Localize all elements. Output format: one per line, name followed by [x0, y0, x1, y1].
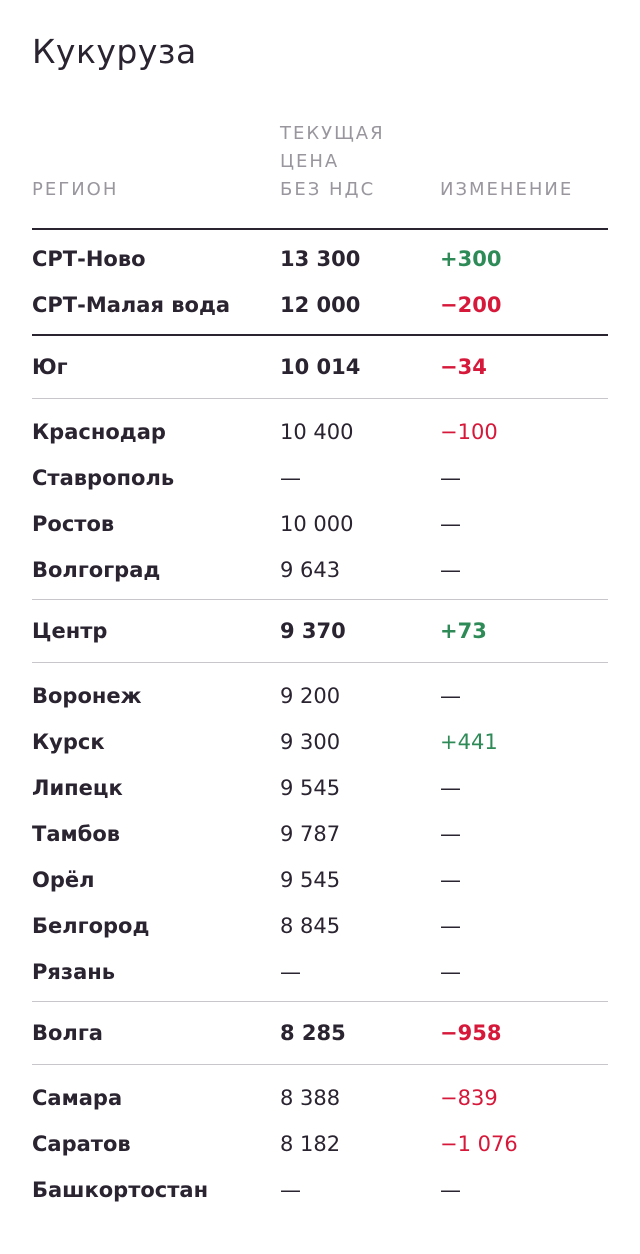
change-value: −100: [440, 420, 498, 444]
column-header-change: ИЗМЕНЕНИЕ: [440, 179, 574, 200]
region-name: Самара: [32, 1086, 123, 1110]
price-value: 12 000: [280, 293, 361, 317]
table-row: Тамбов 9 787 —: [32, 811, 608, 857]
change-value: —: [440, 960, 461, 984]
change-value: —: [440, 868, 461, 892]
change-value: —: [440, 776, 461, 800]
price-value: 13 300: [280, 247, 361, 271]
table-row: Ростов 10 000 —: [32, 501, 608, 547]
row-divider: [32, 334, 608, 336]
price-value: —: [280, 960, 301, 984]
change-value: −200: [440, 293, 502, 317]
region-name: Волгоград: [32, 558, 161, 582]
table-row: Ставрополь — —: [32, 455, 608, 501]
price-value: 8 388: [280, 1086, 341, 1110]
change-value: —: [440, 684, 461, 708]
row-divider: [32, 599, 608, 600]
row-divider: [32, 1064, 608, 1065]
price-value: —: [280, 1178, 301, 1202]
region-name: СРТ-Малая вода: [32, 293, 231, 317]
price-value: 9 370: [280, 619, 346, 643]
price-value: 8 285: [280, 1021, 346, 1045]
price-value: 9 787: [280, 822, 341, 846]
price-value: 10 014: [280, 355, 361, 379]
table-row: Саратов 8 182 −1 076: [32, 1121, 608, 1167]
change-value: +73: [440, 619, 487, 643]
table-row: Липецк 9 545 —: [32, 765, 608, 811]
table-row: Курск 9 300 +441: [32, 719, 608, 765]
region-name: Рязань: [32, 960, 116, 984]
price-value: 10 000: [280, 512, 354, 536]
change-value: −839: [440, 1086, 498, 1110]
region-summary-row: Юг 10 014 −34: [32, 336, 608, 398]
column-header-region: РЕГИОН: [32, 179, 119, 200]
region-name: Центр: [32, 619, 108, 643]
table-row: Краснодар 10 400 −100: [32, 409, 608, 455]
price-value: —: [280, 466, 301, 490]
price-value: 9 200: [280, 684, 341, 708]
table-row: Орёл 9 545 —: [32, 857, 608, 903]
price-value: 10 400: [280, 420, 354, 444]
region-name: Волга: [32, 1021, 103, 1045]
price-value: 9 545: [280, 776, 341, 800]
change-value: —: [440, 466, 461, 490]
region-name: Ставрополь: [32, 466, 175, 490]
price-value: 8 845: [280, 914, 341, 938]
table-row: Рязань — —: [32, 949, 608, 995]
region-name: Тамбов: [32, 822, 121, 846]
price-value: 9 300: [280, 730, 341, 754]
region-summary-row: Центр 9 370 +73: [32, 600, 608, 662]
region-name: Саратов: [32, 1132, 131, 1156]
column-header-price: ТЕКУЩАЯ ЦЕНА БЕЗ НДС: [280, 123, 385, 200]
table-row: СРТ-Ново 13 300 +300: [32, 236, 608, 282]
region-name: Курск: [32, 730, 105, 754]
region-name: Ростов: [32, 512, 115, 536]
change-value: —: [440, 558, 461, 582]
row-divider: [32, 398, 608, 399]
price-value: 9 643: [280, 558, 341, 582]
change-value: −958: [440, 1021, 502, 1045]
region-name: Орёл: [32, 868, 95, 892]
region-name: Юг: [32, 355, 68, 379]
region-name: Башкортостан: [32, 1178, 209, 1202]
table-row: СРТ-Малая вода 12 000 −200: [32, 282, 608, 328]
region-name: СРТ-Ново: [32, 247, 146, 271]
row-divider: [32, 662, 608, 663]
region-name: Белгород: [32, 914, 150, 938]
change-value: −34: [440, 355, 487, 379]
change-value: +441: [440, 730, 498, 754]
table-header: РЕГИОН ТЕКУЩАЯ ЦЕНА БЕЗ НДС ИЗМЕНЕНИЕ: [32, 118, 608, 230]
change-value: −1 076: [440, 1132, 518, 1156]
table-row: Башкортостан — —: [32, 1167, 608, 1213]
change-value: —: [440, 512, 461, 536]
region-name: Краснодар: [32, 420, 166, 444]
region-name: Липецк: [32, 776, 123, 800]
table-row: Воронеж 9 200 —: [32, 673, 608, 719]
table-row: Волгоград 9 643 —: [32, 547, 608, 593]
page-title: Кукуруза: [32, 32, 197, 71]
price-value: 8 182: [280, 1132, 341, 1156]
change-value: —: [440, 914, 461, 938]
table-body: СРТ-Ново 13 300 +300 СРТ-Малая вода 12 000 −2…: [32, 228, 608, 1213]
change-value: —: [440, 1178, 461, 1202]
region-name: Воронеж: [32, 684, 142, 708]
table-row: Белгород 8 845 —: [32, 903, 608, 949]
region-summary-row: Волга 8 285 −958: [32, 1002, 608, 1064]
row-divider: [32, 1001, 608, 1002]
price-value: 9 545: [280, 868, 341, 892]
table-row: Самара 8 388 −839: [32, 1075, 608, 1121]
change-value: —: [440, 822, 461, 846]
change-value: +300: [440, 247, 502, 271]
